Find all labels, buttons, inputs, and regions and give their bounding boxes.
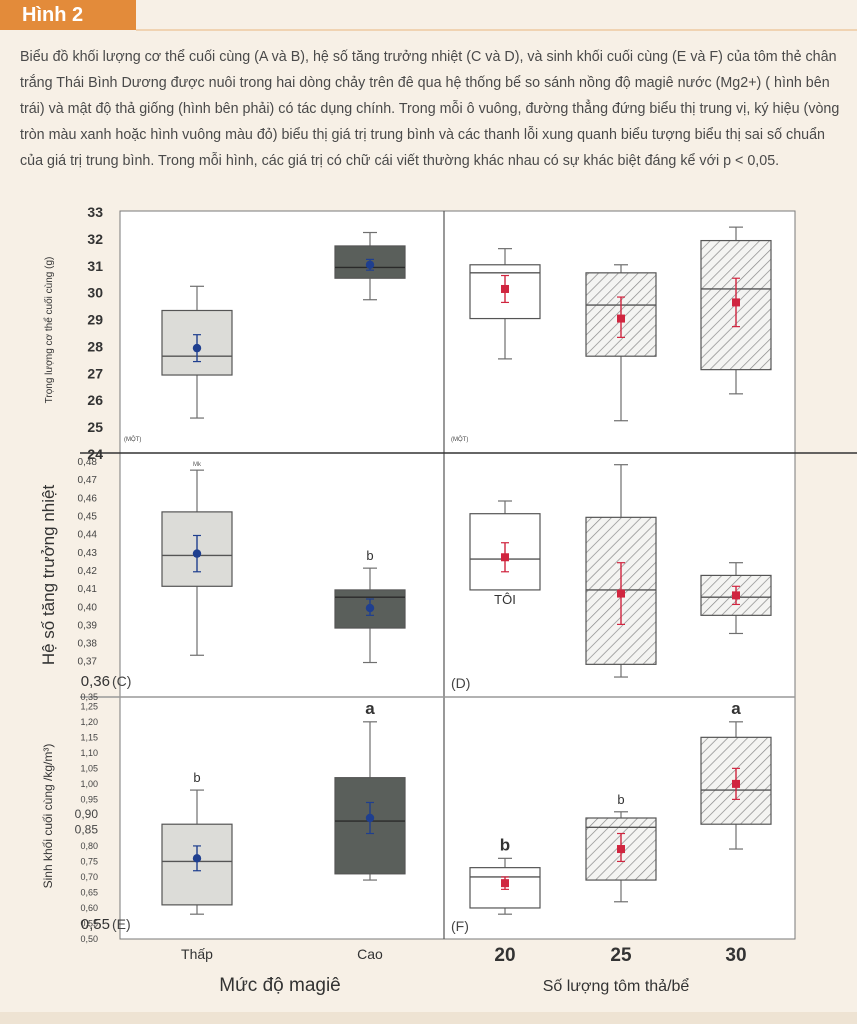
- mean-marker-E-0: [192, 854, 202, 863]
- figure-caption: Biểu đồ khối lượng cơ thể cuối cùng (A v…: [20, 49, 840, 169]
- x-tick-right-0: 20: [494, 945, 515, 966]
- y-tick-E-10: 1,00: [80, 779, 98, 789]
- y-tick-C-min: 0,36: [81, 673, 110, 690]
- mean-marker-B-2: [732, 298, 740, 307]
- x-axis-label-left: Mức độ magiê: [219, 975, 341, 996]
- mean-marker-D-0: [501, 553, 509, 562]
- y-tick-E-12: 1,10: [80, 748, 98, 758]
- y-tick-E-2: 0,60: [80, 903, 98, 913]
- mean-marker-C-1: [365, 603, 375, 613]
- y-tick-C-4: 0,41: [78, 584, 98, 595]
- y-tick-A-0: 24: [87, 446, 103, 462]
- mean-marker-D-1: [617, 589, 625, 598]
- y-tick-E-4: 0,70: [80, 872, 98, 882]
- x-tick-right-1: 25: [610, 945, 632, 966]
- y-tick-C-0: 0,37: [78, 657, 98, 668]
- y-tick-E-13: 1,15: [80, 732, 98, 742]
- panel-label-F: (F): [451, 918, 469, 934]
- y-tick-C-6: 0,43: [78, 548, 98, 559]
- y-tick-A-1: 25: [87, 419, 103, 435]
- y-tick-A-4: 28: [87, 338, 103, 354]
- y-axis-label-E: Sinh khối cuối cùng /kg/m³): [41, 744, 55, 889]
- mean-marker-A-0: [192, 343, 202, 353]
- panel-label-E: (E): [112, 916, 131, 932]
- x-tick-left-1: Cao: [357, 946, 383, 962]
- y-tick-C-1: 0,38: [78, 639, 98, 650]
- y-tick-C-11: 0,48: [78, 457, 98, 468]
- mean-marker-D-2: [732, 591, 740, 600]
- panel-label-B: (MỘT): [451, 436, 468, 443]
- x-axis-label-right: Số lượng tôm thả/bể: [543, 977, 690, 995]
- mean-marker-B-0: [501, 284, 509, 293]
- y-tick-A-3: 27: [87, 365, 103, 381]
- y-tick-C-10: 0,47: [78, 475, 98, 486]
- y-tick-C-2: 0,39: [78, 620, 98, 631]
- y-tick-A-2: 26: [87, 392, 103, 408]
- box-F-0: [469, 867, 541, 909]
- x-tick-left-0: Thấp: [181, 946, 213, 962]
- mean-marker-C-0: [192, 549, 202, 558]
- y-tick-A-5: 29: [87, 312, 103, 328]
- y-tick-C-9: 0,46: [78, 493, 98, 504]
- y-tick-A-7: 31: [87, 258, 103, 274]
- figure-tag: Hình 2: [0, 0, 136, 30]
- footer-band: [0, 1012, 857, 1024]
- y-tick-E-14: 1,20: [80, 717, 98, 727]
- y-axis-label-A: Trọng lượng cơ thể cuối cùng (g): [43, 257, 55, 404]
- panel-label-C: (C): [112, 673, 131, 689]
- mean-marker-F-0: [501, 879, 509, 888]
- y-tick-A-8: 32: [87, 231, 103, 247]
- y-tick-A-6: 30: [87, 285, 103, 301]
- y-tick-E-11: 1,05: [80, 763, 98, 773]
- mean-marker-E-1: [365, 813, 375, 823]
- y-tick-E-9: 0,95: [80, 794, 98, 804]
- y-tick-E-min: 0,55: [81, 916, 110, 933]
- y-tick-E-0: 0,50: [80, 934, 98, 944]
- y-tick-E-6: 0,80: [80, 841, 98, 851]
- significance-letter-F-2: a: [731, 699, 741, 718]
- significance-letter-C-1: b: [366, 548, 373, 563]
- mean-marker-F-2: [732, 779, 740, 788]
- y-tick-C-8: 0,45: [78, 512, 98, 523]
- y-tick-E-7: 0,85: [75, 822, 99, 836]
- y-tick-E-8: 0,90: [75, 807, 99, 821]
- panel-label-D: (D): [451, 675, 470, 691]
- mean-marker-F-1: [617, 845, 625, 854]
- mean-marker-B-1: [617, 314, 625, 323]
- y-tick-C-7: 0,44: [78, 530, 98, 541]
- y-tick-C-3: 0,40: [78, 602, 98, 613]
- y-tick-C-5: 0,42: [78, 566, 98, 577]
- y-tick-E-1: 0,55: [80, 918, 98, 928]
- header-divider: [136, 29, 857, 31]
- significance-letter-E-1: a: [365, 699, 375, 718]
- significance-letter-E-0: b: [193, 770, 200, 785]
- significance-letter-F-1: b: [617, 792, 624, 807]
- significance-letter-D-0: TÔI: [494, 592, 516, 607]
- significance-letter-F-0: b: [500, 835, 510, 854]
- significance-letter-C-top: Mk: [193, 462, 202, 468]
- box-B-2: [700, 239, 772, 371]
- y-tick-E-top: 0,35: [80, 692, 98, 702]
- y-axis-label-C: Hệ số tăng trưởng nhiệt: [39, 485, 58, 666]
- y-tick-E-5: 0,75: [80, 856, 98, 866]
- y-tick-E-3: 0,65: [80, 887, 98, 897]
- y-tick-A-9: 33: [87, 204, 103, 220]
- panel-label-A: (MỘT): [124, 436, 141, 443]
- x-tick-right-2: 30: [725, 945, 746, 966]
- mean-marker-A-1: [365, 260, 375, 269]
- y-tick-E-15: 1,25: [80, 701, 98, 711]
